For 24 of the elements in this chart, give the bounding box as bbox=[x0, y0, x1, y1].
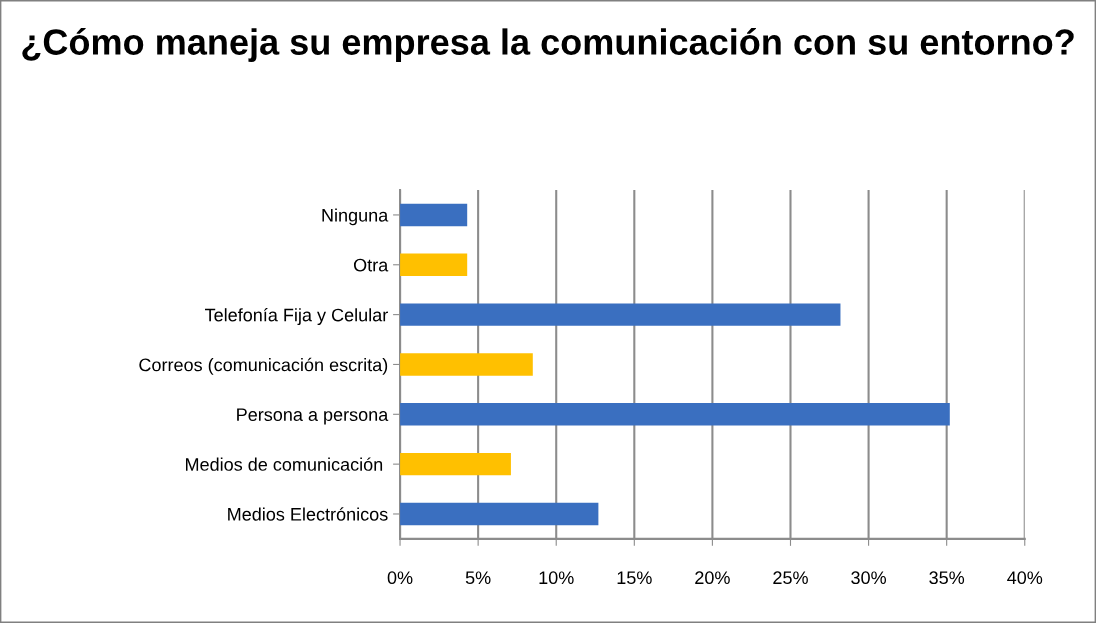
x-tick-label: 15% bbox=[617, 571, 652, 585]
y-tick-label: Telefonía Fija y Celular bbox=[205, 307, 388, 326]
y-tick-label: Ninguna bbox=[322, 208, 389, 226]
x-tick-label: 25% bbox=[773, 571, 808, 585]
x-tick-label: 20% bbox=[695, 571, 730, 585]
bar bbox=[400, 353, 533, 376]
y-tick-label: Persona a persona bbox=[237, 408, 389, 425]
bar bbox=[400, 203, 468, 227]
x-tick-label: 30% bbox=[851, 571, 887, 585]
x-tick-label: 40% bbox=[1007, 571, 1043, 585]
bar bbox=[400, 502, 599, 526]
y-tick-label: Medios de comunicación bbox=[186, 457, 383, 471]
bar bbox=[400, 253, 468, 276]
y-tick-label: Otra bbox=[353, 258, 389, 272]
x-tick-label: 5% bbox=[465, 571, 491, 585]
x-tick-label: 0% bbox=[387, 571, 413, 585]
y-tick-label: Correos (comunicación escrita) bbox=[139, 357, 388, 375]
bar bbox=[400, 452, 511, 476]
x-tick-label: 10% bbox=[539, 571, 574, 585]
chart-title: ¿Cómo maneja su empresa la comunicación con su entorno? bbox=[22, 28, 1074, 63]
y-tick-label: Medios Electrónicos bbox=[228, 507, 388, 521]
x-tick-label: 35% bbox=[929, 571, 965, 585]
bar bbox=[400, 403, 950, 426]
bar bbox=[400, 303, 841, 326]
